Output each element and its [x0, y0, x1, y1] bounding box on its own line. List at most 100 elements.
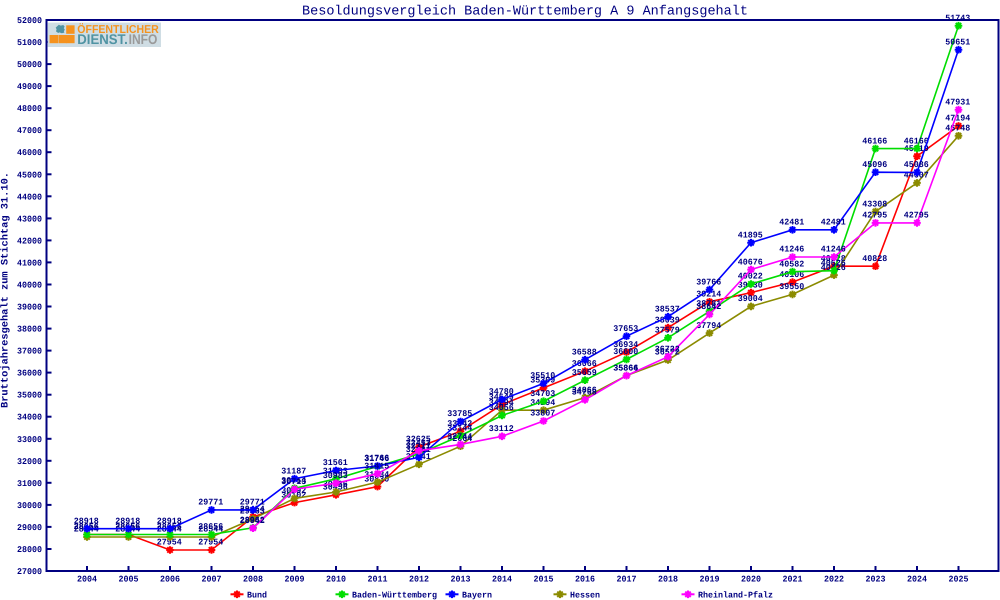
svg-text:48000: 48000	[17, 104, 42, 114]
svg-text:2020: 2020	[741, 575, 761, 585]
svg-text:2015: 2015	[534, 575, 554, 585]
svg-text:33807: 33807	[530, 409, 555, 419]
svg-text:32625: 32625	[406, 435, 431, 445]
svg-text:41246: 41246	[779, 245, 804, 255]
svg-text:39004: 39004	[738, 294, 763, 304]
svg-text:28942: 28942	[240, 516, 265, 526]
svg-text:45000: 45000	[17, 170, 42, 180]
svg-text:46166: 46166	[904, 136, 929, 146]
svg-text:31561: 31561	[323, 458, 348, 468]
svg-text:2007: 2007	[202, 575, 222, 585]
svg-text:36600: 36600	[613, 347, 638, 357]
svg-text:28000: 28000	[17, 545, 42, 555]
svg-text:32311: 32311	[406, 442, 431, 452]
svg-text:42795: 42795	[862, 211, 887, 221]
svg-text:2006: 2006	[160, 575, 180, 585]
svg-text:30000: 30000	[17, 501, 42, 511]
svg-text:39550: 39550	[779, 282, 804, 292]
svg-text:32453: 32453	[406, 439, 431, 449]
svg-text:2021: 2021	[783, 575, 803, 585]
svg-text:2005: 2005	[119, 575, 139, 585]
svg-text:33112: 33112	[489, 424, 514, 434]
svg-text:40626: 40626	[821, 258, 846, 268]
svg-text:50651: 50651	[945, 37, 970, 47]
svg-text:34866: 34866	[572, 385, 597, 395]
svg-text:28656: 28656	[198, 522, 223, 532]
svg-text:2024: 2024	[907, 575, 927, 585]
svg-text:Rheinland-Pfalz: Rheinland-Pfalz	[698, 590, 773, 600]
svg-text:2023: 2023	[866, 575, 886, 585]
svg-text:28544: 28544	[198, 525, 223, 535]
svg-text:2016: 2016	[575, 575, 595, 585]
svg-text:46748: 46748	[945, 124, 970, 134]
svg-text:2025: 2025	[949, 575, 969, 585]
svg-text:40828: 40828	[862, 254, 887, 264]
svg-text:35659: 35659	[572, 368, 597, 378]
svg-text:42795: 42795	[904, 211, 929, 221]
svg-text:2011: 2011	[368, 575, 388, 585]
svg-text:31766: 31766	[364, 454, 389, 464]
svg-text:Baden-Württemberg: Baden-Württemberg	[352, 590, 437, 600]
svg-text:2014: 2014	[492, 575, 512, 585]
svg-text:35866: 35866	[613, 363, 638, 373]
svg-text:37579: 37579	[655, 326, 680, 336]
svg-text:30983: 30983	[323, 471, 348, 481]
svg-text:36572: 36572	[655, 348, 680, 358]
svg-text:Bund: Bund	[247, 590, 267, 600]
svg-text:46166: 46166	[862, 136, 887, 146]
svg-text:2022: 2022	[824, 575, 844, 585]
svg-text:32000: 32000	[17, 457, 42, 467]
svg-text:33000: 33000	[17, 435, 42, 445]
svg-text:33144: 33144	[447, 423, 472, 433]
svg-text:34000: 34000	[17, 413, 42, 423]
svg-text:28962: 28962	[240, 516, 265, 526]
svg-text:34703: 34703	[530, 389, 555, 399]
svg-text:37794: 37794	[696, 321, 721, 331]
svg-text:29771: 29771	[240, 498, 265, 508]
svg-text:51743: 51743	[945, 13, 970, 23]
svg-text:36588: 36588	[572, 347, 597, 357]
svg-text:37000: 37000	[17, 347, 42, 357]
svg-text:2018: 2018	[658, 575, 678, 585]
svg-text:2010: 2010	[326, 575, 346, 585]
svg-text:36066: 36066	[572, 359, 597, 369]
svg-text:46000: 46000	[17, 148, 42, 158]
svg-text:41000: 41000	[17, 258, 42, 268]
svg-text:35864: 35864	[613, 363, 638, 373]
svg-text:32744: 32744	[447, 432, 472, 442]
svg-text:36722: 36722	[655, 344, 680, 354]
svg-text:38642: 38642	[696, 302, 721, 312]
svg-text:34768: 34768	[572, 388, 597, 398]
svg-text:2004: 2004	[77, 575, 97, 585]
svg-text:Bruttojahresgehalt zum Stichta: Bruttojahresgehalt zum Stichtag 31.10.	[0, 172, 12, 408]
svg-text:2008: 2008	[243, 575, 263, 585]
svg-text:43308: 43308	[862, 199, 887, 209]
svg-text:2017: 2017	[617, 575, 637, 585]
svg-text:39214: 39214	[696, 290, 721, 300]
svg-text:37653: 37653	[613, 324, 638, 334]
svg-text:38781: 38781	[696, 299, 721, 309]
svg-text:33785: 33785	[447, 409, 472, 419]
svg-text:27000: 27000	[17, 567, 42, 577]
svg-text:31746: 31746	[364, 454, 389, 464]
svg-text:44000: 44000	[17, 192, 42, 202]
svg-text:38000: 38000	[17, 325, 42, 335]
svg-text:27954: 27954	[157, 538, 182, 548]
svg-text:DIENST.: DIENST.	[77, 31, 128, 47]
svg-text:Bayern: Bayern	[462, 590, 492, 600]
svg-text:34056: 34056	[489, 403, 514, 413]
svg-text:29000: 29000	[17, 523, 42, 533]
svg-text:49000: 49000	[17, 82, 42, 92]
svg-text:38537: 38537	[655, 304, 680, 314]
svg-text:40676: 40676	[738, 257, 763, 267]
svg-text:28918: 28918	[115, 516, 140, 526]
svg-text:30456: 30456	[323, 483, 348, 493]
svg-text:35510: 35510	[530, 371, 555, 381]
svg-text:40000: 40000	[17, 281, 42, 291]
svg-text:Besoldungsvergleich Baden-Würt: Besoldungsvergleich Baden-Württemberg A …	[302, 5, 748, 20]
svg-text:41895: 41895	[738, 230, 763, 240]
svg-text:39000: 39000	[17, 303, 42, 313]
svg-text:28918: 28918	[157, 516, 182, 526]
svg-text:40022: 40022	[738, 272, 763, 282]
svg-text:36000: 36000	[17, 369, 42, 379]
